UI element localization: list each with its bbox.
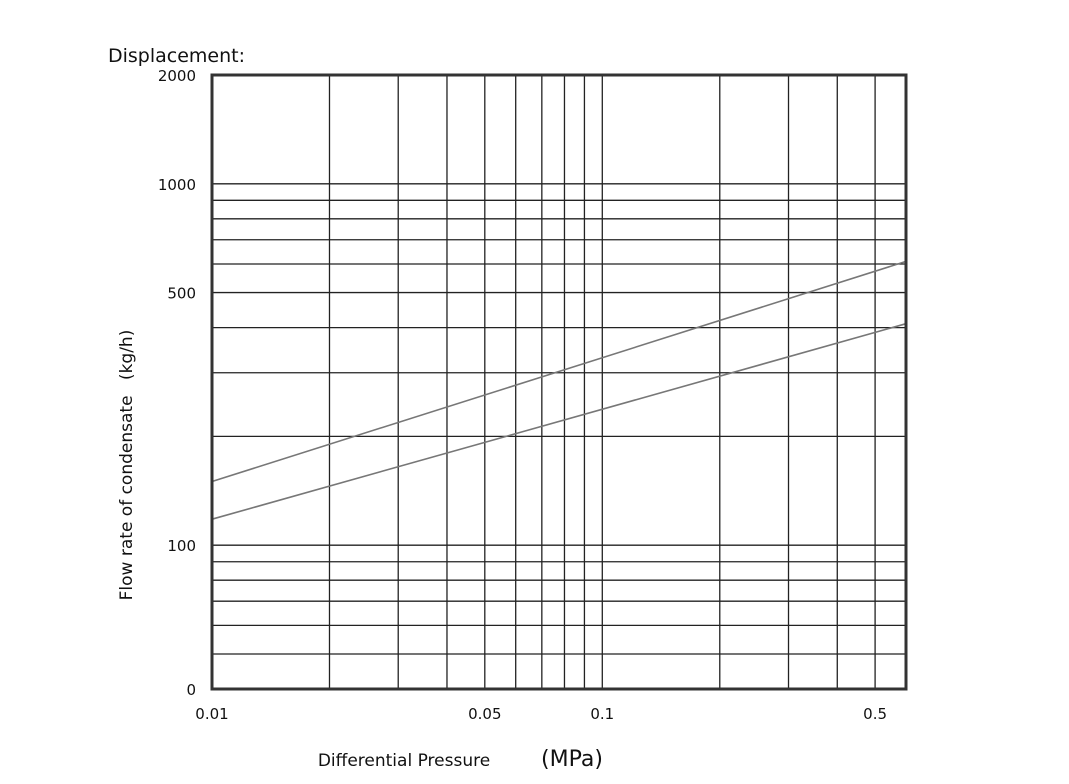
series-group — [211, 260, 907, 520]
x-axis-label: Differential Pressure — [318, 751, 490, 771]
y-axis-label: Flow rate of condensate (kg/h) — [117, 330, 137, 601]
x-axis-unit: (MPa) — [541, 747, 603, 772]
y-tick-label: 500 — [167, 285, 196, 303]
y-tick-label: 100 — [167, 537, 196, 555]
series-line-2 — [211, 322, 907, 520]
y-tick-label: 1000 — [158, 176, 196, 194]
x-tick-label: 0.01 — [195, 705, 228, 723]
y-tick-label: 0 — [186, 681, 196, 699]
grid — [212, 75, 906, 689]
x-tick-label: 0.5 — [863, 705, 887, 723]
series-line-1 — [211, 260, 907, 483]
chart-title: Displacement: — [108, 45, 245, 67]
y-axis-ticks: 0 100 500 1000 2000 — [158, 67, 196, 699]
x-axis-ticks: 0.01 0.05 0.1 0.5 — [195, 705, 887, 723]
x-tick-label: 0.1 — [590, 705, 614, 723]
x-tick-label: 0.05 — [468, 705, 501, 723]
plot-frame — [210, 73, 908, 691]
y-tick-label: 2000 — [158, 67, 196, 85]
y-axis-label-unit: (kg/h) — [117, 330, 137, 380]
y-axis-label-text: Flow rate of condensate — [117, 395, 137, 600]
